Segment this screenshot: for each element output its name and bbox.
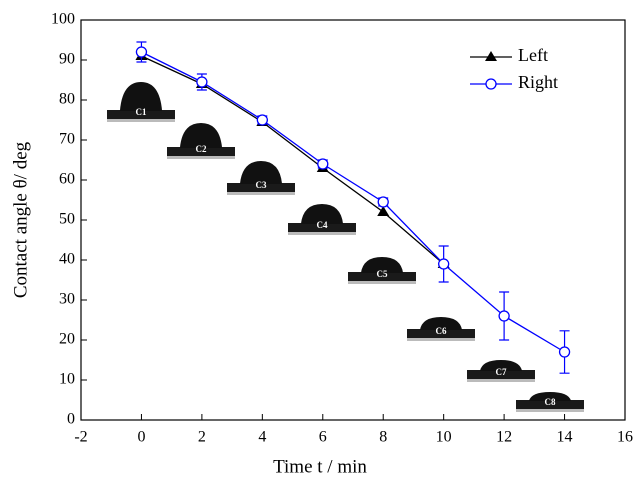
droplet-label: C2: [196, 144, 207, 154]
legend-label: Left: [518, 45, 548, 65]
y-tick-label: 20: [59, 331, 75, 348]
y-tick-label: 100: [51, 11, 75, 28]
y-tick-label: 50: [59, 211, 75, 228]
legend-marker: [485, 78, 497, 90]
droplet-shade: [407, 338, 475, 341]
droplet: [360, 257, 404, 273]
y-tick-label: 30: [59, 291, 75, 308]
circle-marker: [438, 258, 450, 270]
y-tick-label: 60: [59, 171, 75, 188]
droplet-shade: [107, 119, 175, 122]
droplet-shade: [467, 379, 535, 382]
droplet-label: C4: [317, 220, 328, 230]
x-tick-label: 8: [379, 429, 387, 446]
x-tick-label: 14: [557, 429, 573, 446]
x-tick-label: 6: [319, 429, 327, 446]
y-tick-label: 40: [59, 251, 75, 268]
x-tick-label: -2: [74, 429, 87, 446]
droplet-base: [107, 110, 175, 119]
droplet: [479, 360, 523, 371]
droplet-base: [407, 329, 475, 338]
x-tick-label: 0: [137, 429, 145, 446]
droplet-shade: [167, 156, 235, 159]
y-tick-label: 70: [59, 131, 75, 148]
circle-marker: [377, 196, 389, 208]
x-tick-label: 4: [258, 429, 266, 446]
x-axis-label: Time t / min: [273, 456, 367, 477]
x-tick-label: 16: [617, 429, 633, 446]
circle-marker: [498, 310, 510, 322]
droplet-base: [167, 147, 235, 156]
x-tick-label: 2: [198, 429, 206, 446]
circle-marker: [256, 114, 268, 126]
droplet-label: C1: [136, 107, 147, 117]
y-tick-label: 90: [59, 51, 75, 68]
droplet-shade: [348, 281, 416, 284]
triangle-marker: [377, 206, 390, 216]
circle-marker: [196, 76, 208, 88]
droplet: [300, 204, 344, 224]
y-tick-label: 10: [59, 371, 75, 388]
y-tick-label: 80: [59, 91, 75, 108]
droplet-base: [516, 400, 584, 409]
series-line: [141, 51, 565, 353]
series-line: [141, 55, 445, 265]
y-tick-label: 0: [67, 411, 75, 428]
droplet-shade: [227, 192, 295, 195]
droplet: [179, 123, 223, 148]
droplet: [239, 161, 283, 184]
droplet: [528, 392, 572, 401]
circle-marker: [558, 346, 571, 358]
droplet: [419, 317, 463, 330]
droplet-label: C8: [545, 397, 556, 407]
droplet-label: C5: [377, 269, 388, 279]
droplet-label: C7: [496, 367, 507, 377]
x-tick-label: 12: [496, 429, 512, 446]
droplet-base: [227, 183, 295, 192]
x-tick-label: 10: [436, 429, 452, 446]
legend-marker: [485, 51, 497, 61]
droplet-shade: [516, 409, 584, 412]
droplet-base: [288, 223, 356, 232]
droplet-base: [348, 272, 416, 281]
legend-label: Right: [518, 72, 558, 92]
circle-marker: [135, 46, 148, 58]
droplet-shade: [288, 232, 356, 235]
y-axis-label: Contact angle θ/ deg: [10, 141, 31, 298]
circle-marker: [317, 158, 329, 170]
droplet: [119, 82, 163, 111]
droplet-base: [467, 370, 535, 379]
droplet-label: C3: [256, 180, 267, 190]
droplet-label: C6: [436, 326, 447, 336]
